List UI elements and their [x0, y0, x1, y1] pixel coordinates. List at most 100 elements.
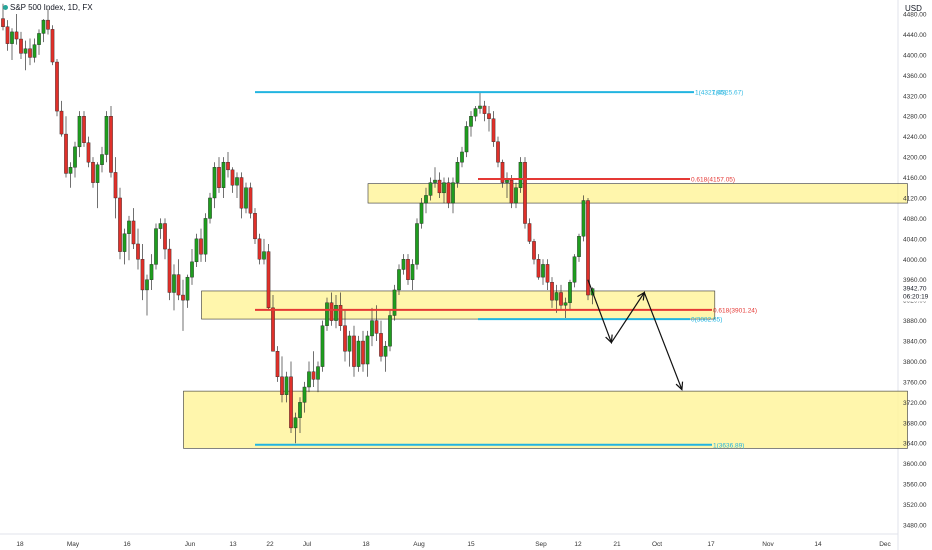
- candle: [334, 295, 338, 329]
- candle: [248, 182, 253, 219]
- candle-body: [379, 333, 383, 357]
- price-tick-label: 4400.00: [903, 52, 927, 59]
- candle: [478, 92, 482, 114]
- candle: [212, 162, 217, 209]
- market-status-icon: [3, 5, 8, 11]
- candle-body: [406, 259, 410, 280]
- candle: [581, 195, 586, 242]
- candle-body: [257, 238, 262, 260]
- candle-body: [10, 31, 14, 44]
- price-tick-label: 3600.00: [903, 461, 927, 468]
- candle: [55, 58, 59, 117]
- candle: [541, 259, 545, 285]
- time-axis[interactable]: 18 May 16 Jun 13 22 Jul 18 Aug 15 Sep 12 21 Oct 17 Nov 1…: [16, 541, 891, 548]
- upper-resistance-zone: [367, 183, 908, 204]
- candle-body: [23, 48, 28, 54]
- candle-body: [280, 376, 284, 395]
- candle: [167, 238, 172, 301]
- candle: [460, 146, 464, 168]
- candle: [487, 105, 491, 132]
- candle: [91, 157, 95, 188]
- chart-title: S&P 500 Index, 1D, FX: [3, 3, 93, 12]
- fib-level-label: 1(4327.65): [695, 90, 726, 97]
- candle: [320, 320, 325, 372]
- candle: [131, 208, 136, 250]
- time-tick-label: 18: [16, 541, 24, 548]
- candle-body: [37, 33, 41, 45]
- candle: [149, 254, 154, 290]
- symbol-label: S&P 500 Index, 1D, FX: [10, 3, 93, 12]
- candle: [545, 259, 550, 290]
- candle: [244, 182, 248, 214]
- candle-body: [203, 218, 208, 255]
- candle: [59, 100, 64, 137]
- price-tick-label: 4480.00: [903, 12, 927, 19]
- price-tick-label: 3880.00: [903, 318, 927, 325]
- candle-body: [1, 18, 5, 27]
- candle-body: [586, 200, 590, 296]
- candle-body: [68, 167, 73, 174]
- candle-body: [172, 274, 176, 293]
- candle-body: [307, 371, 311, 388]
- candle-body: [271, 307, 275, 352]
- arrow-head: [675, 381, 684, 391]
- price-axis[interactable]: 4480.00 4440.00 4400.00 4360.00 4320.00 4280.…: [900, 12, 932, 530]
- time-tick-label: Jun: [185, 541, 196, 548]
- candle-body: [113, 172, 118, 199]
- candle-body: [415, 223, 419, 265]
- candle: [338, 292, 343, 331]
- candle-body: [329, 302, 334, 321]
- candle: [280, 356, 284, 403]
- candle: [230, 167, 235, 193]
- candle-body: [95, 164, 100, 183]
- candle-body: [523, 161, 527, 224]
- candle: [293, 412, 298, 444]
- candle: [226, 151, 230, 178]
- candle: [491, 111, 496, 147]
- candle-body: [194, 238, 199, 263]
- candle: [271, 295, 275, 352]
- candle: [469, 111, 473, 137]
- candle-body: [5, 26, 10, 44]
- candle: [352, 325, 356, 377]
- candle-body: [226, 161, 230, 171]
- candle-body: [397, 269, 401, 291]
- middle-support-zone: [201, 290, 716, 320]
- candle: [419, 197, 424, 229]
- candle-body: [536, 259, 541, 278]
- candle: [181, 279, 185, 331]
- candle-body: [266, 251, 271, 309]
- candle: [586, 197, 590, 301]
- candle: [104, 111, 109, 163]
- candle-body: [262, 251, 266, 260]
- candle-body: [482, 105, 487, 114]
- time-tick-label: 12: [574, 541, 582, 548]
- candle-body: [455, 161, 460, 183]
- candle: [10, 28, 14, 60]
- candle: [568, 279, 572, 311]
- time-tick-label: Aug: [413, 541, 425, 548]
- candle-body: [509, 179, 514, 204]
- candle: [208, 192, 212, 224]
- candle-body: [73, 146, 77, 168]
- candle-body: [334, 305, 338, 321]
- candle-body: [437, 179, 442, 194]
- candle-body: [154, 228, 158, 265]
- candle-body: [383, 345, 388, 357]
- price-tick-label: 4440.00: [903, 32, 927, 39]
- candle: [46, 8, 50, 35]
- projection-path: [587, 279, 683, 390]
- candle: [37, 29, 41, 55]
- candle: [19, 31, 23, 59]
- candle-body: [275, 351, 280, 378]
- candle: [239, 172, 244, 219]
- candles-layer: [1, 3, 595, 444]
- candle: [253, 208, 257, 244]
- candle: [235, 172, 239, 198]
- candle-body: [91, 161, 95, 183]
- candle-body: [235, 177, 239, 186]
- candle: [14, 14, 19, 45]
- candle-body: [109, 115, 113, 173]
- candle-body: [55, 61, 59, 112]
